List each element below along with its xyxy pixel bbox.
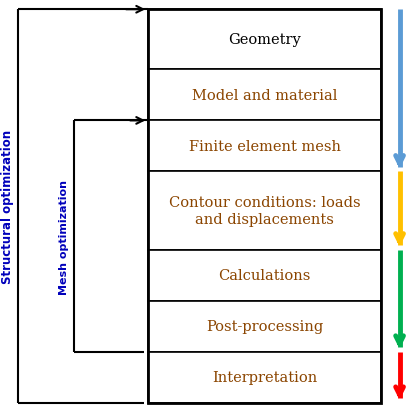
Bar (148, 121, 380, 172)
Text: Contour conditions: loads
and displacements: Contour conditions: loads and displaceme… (169, 196, 359, 227)
Text: Calculations: Calculations (218, 268, 310, 283)
Bar (148, 172, 380, 250)
Bar (148, 70, 380, 121)
Bar (148, 10, 380, 403)
Bar (148, 250, 380, 301)
Bar (148, 301, 380, 352)
Text: Model and material: Model and material (191, 89, 337, 103)
Bar (148, 352, 380, 403)
Text: Mesh optimization: Mesh optimization (58, 179, 69, 294)
Bar (148, 10, 380, 70)
Text: Interpretation: Interpretation (211, 371, 316, 384)
Text: Finite element mesh: Finite element mesh (188, 139, 340, 154)
Text: Structural optimization: Structural optimization (1, 130, 14, 283)
Text: Post-processing: Post-processing (205, 319, 323, 333)
Text: Geometry: Geometry (228, 33, 300, 47)
